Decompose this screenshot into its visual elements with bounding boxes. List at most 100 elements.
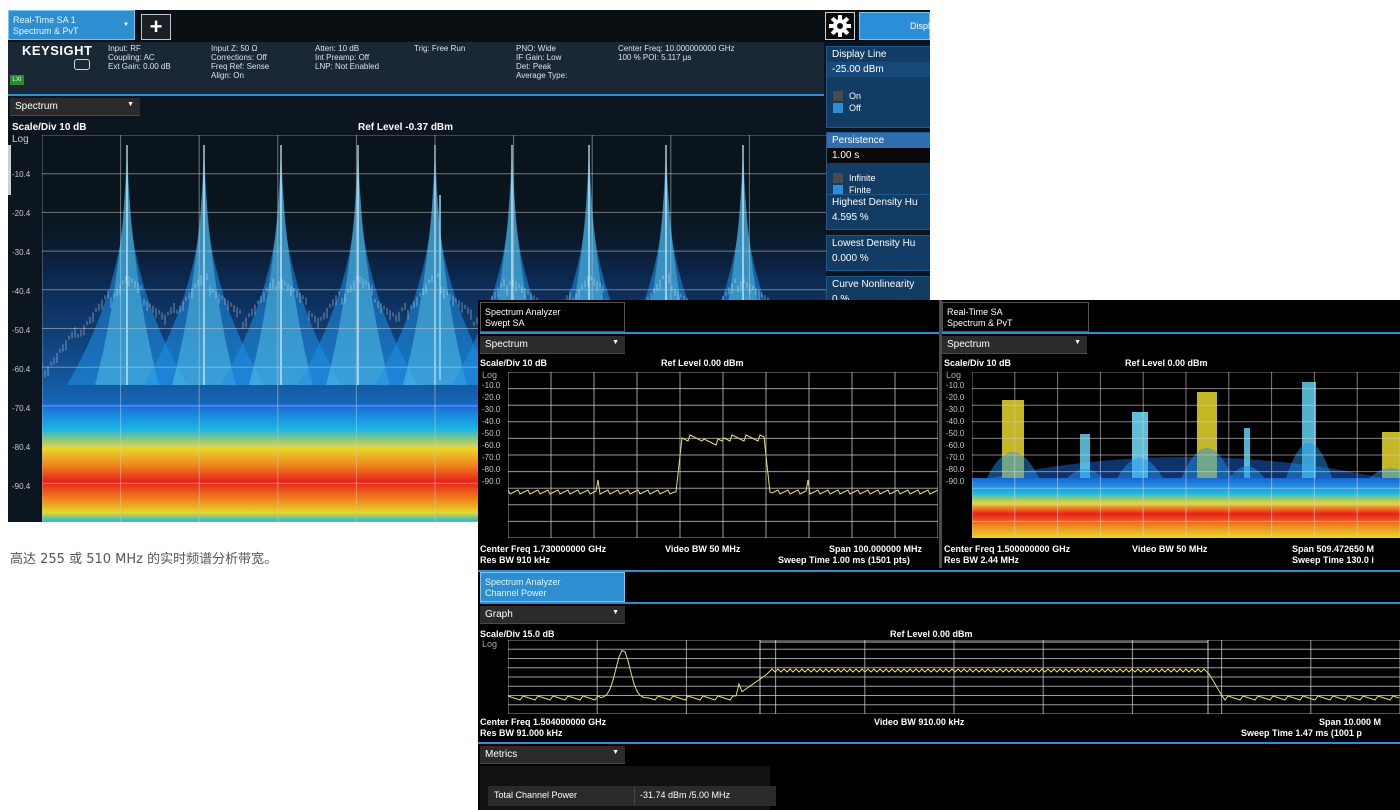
rt-y-tick: -20.0 xyxy=(946,393,965,402)
graph-view-selector[interactable]: Graph ▼ xyxy=(480,606,625,624)
swept-y-tick: -50.0 xyxy=(482,429,501,438)
chp-sweep-time: Sweep Time 1.47 ms (1001 p xyxy=(1241,728,1362,738)
swept-log: Log xyxy=(482,370,498,380)
total-channel-power-value: -31.74 dBm /5.00 MHz xyxy=(640,790,731,800)
lowest-density-value[interactable]: 0.000 % xyxy=(832,253,869,264)
metrics-table: Total Channel Power -31.74 dBm /5.00 MHz xyxy=(480,766,776,810)
rt-signal-skirt xyxy=(1284,443,1334,484)
metrics-selector-label: Metrics xyxy=(485,749,518,760)
rt-signal-skirt xyxy=(984,452,1042,484)
chp-span: Span 10.000 M xyxy=(1319,717,1382,727)
channel-power-plot[interactable] xyxy=(508,640,1400,714)
rt-y-tick: -30.0 xyxy=(946,405,965,414)
display-line-group[interactable]: Display Line -25.00 dBm On Off xyxy=(826,46,930,128)
pane-divider xyxy=(939,300,942,568)
log-scale-label: Log xyxy=(12,134,29,145)
swept-y-tick: -30.0 xyxy=(482,405,501,414)
swept-sa-tab[interactable]: Spectrum Analyzer Swept SA xyxy=(480,302,625,332)
side-panel-tab[interactable]: Displ xyxy=(859,12,930,40)
highest-density-group[interactable]: Highest Density Hu 4.595 % xyxy=(826,194,930,230)
swept-center-freq: Center Freq 1.730000000 GHz xyxy=(480,544,607,554)
display-line-label: Display Line xyxy=(832,49,887,60)
lowest-density-group[interactable]: Lowest Density Hu 0.000 % xyxy=(826,235,930,271)
swept-spectrum-plot[interactable] xyxy=(508,372,938,538)
side-panel-tab-label: Displ xyxy=(910,21,930,31)
rt-y-tick: -50.0 xyxy=(946,429,965,438)
curve-nonlinearity-label: Curve Nonlinearity xyxy=(832,279,915,290)
local-remote-icon[interactable] xyxy=(74,59,90,70)
display-line-value[interactable]: -25.00 dBm xyxy=(827,62,930,77)
highest-density-value[interactable]: 4.595 % xyxy=(832,212,869,223)
rt-view-selector[interactable]: Spectrum ▼ xyxy=(942,336,1087,354)
rt-sa-tab[interactable]: Real-Time SA Spectrum & PvT xyxy=(942,302,1089,332)
caption-text: 高达 255 或 510 MHz 的实时频谱分析带宽。 xyxy=(10,552,278,567)
persistence-finite-label: Finite xyxy=(849,185,872,195)
y-tick: -20.4 xyxy=(12,209,31,218)
secondary-analyzer-window: Spectrum Analyzer Swept SA Spectrum ▼ Sca… xyxy=(478,300,1400,810)
instrument-tab[interactable]: Real-Time SA 1 Spectrum & PvT ▼ xyxy=(8,10,135,40)
graph-view-label: Graph xyxy=(485,609,513,620)
info-col-center-freq: Center Freq: 10.000000000 GHz 100 % POI:… xyxy=(618,44,735,62)
dropdown-arrow-icon: ▼ xyxy=(612,339,619,346)
ref-level: Ref Level -0.37 dBm xyxy=(358,122,454,133)
settings-button[interactable] xyxy=(825,12,855,40)
metrics-divider xyxy=(478,742,1400,744)
keysight-logo: KEYSIGHT xyxy=(22,43,93,58)
lowest-density-label: Lowest Density Hu xyxy=(832,238,916,249)
rt-res-bw: Res BW 2.44 MHz xyxy=(944,555,1020,565)
dropdown-arrow-icon: ▼ xyxy=(612,749,619,756)
view-selector-label: Spectrum xyxy=(15,101,58,112)
rt-density-plot[interactable] xyxy=(972,372,1400,538)
y-tick: -90.4 xyxy=(12,482,31,491)
swept-y-tick: -70.0 xyxy=(482,453,501,462)
rt-ref: Ref Level 0.00 dBm xyxy=(1125,358,1208,368)
y-tick: -10.4 xyxy=(12,170,31,179)
rt-signal xyxy=(1080,434,1090,482)
rt-log: Log xyxy=(946,370,962,380)
view-selector[interactable]: Spectrum ▼ xyxy=(10,98,140,116)
tab-dropdown-icon: ▼ xyxy=(123,22,129,28)
swept-sa-tab-line1: Spectrum Analyzer xyxy=(485,307,561,317)
info-col-input: Input: RF Coupling: AC Ext Gain: 0.00 dB xyxy=(108,44,171,71)
rt-scale: Scale/Div 10 dB xyxy=(944,358,1012,368)
rt-video-bw: Video BW 50 MHz xyxy=(1132,544,1208,554)
rt-underline xyxy=(942,332,1400,334)
info-col-trigger: Trig: Free Run xyxy=(414,44,466,53)
curve-nonlinearity-value[interactable]: 0 % xyxy=(827,292,930,307)
persistence-value[interactable]: 1.00 s xyxy=(827,148,930,163)
display-line-off-radio[interactable] xyxy=(833,103,843,113)
rt-sweep-time: Sweep Time 130.0 i xyxy=(1292,555,1374,565)
plus-icon: + xyxy=(149,14,163,39)
swept-y-tick: -90.0 xyxy=(482,477,501,486)
persistence-finite-radio[interactable] xyxy=(833,185,843,195)
y-tick: -50.4 xyxy=(12,326,31,335)
display-line-on-radio[interactable] xyxy=(833,91,843,101)
y-tick: -70.4 xyxy=(12,404,31,413)
instrument-tab-line1: Real-Time SA 1 xyxy=(13,15,76,25)
metrics-selector[interactable]: Metrics ▼ xyxy=(480,746,625,764)
info-col-atten: Atten: 10 dB Int Preamp: Off LNP: Not En… xyxy=(315,44,380,71)
persistence-infinite-radio[interactable] xyxy=(833,173,843,183)
chp-scale: Scale/Div 15.0 dB xyxy=(480,629,555,639)
dropdown-arrow-icon: ▼ xyxy=(127,101,134,108)
chp-center-freq: Center Freq 1.504000000 GHz xyxy=(480,717,607,727)
y-tick: -80.4 xyxy=(12,443,31,452)
channel-power-tab[interactable]: Spectrum Analyzer Channel Power xyxy=(480,572,625,602)
chp-video-bw: Video BW 910.00 kHz xyxy=(874,717,965,727)
display-line-off-label: Off xyxy=(849,103,861,113)
rt-y-tick: -90.0 xyxy=(946,477,965,486)
metrics-row xyxy=(488,786,776,806)
rt-signal-skirt xyxy=(1114,458,1166,484)
swept-view-selector[interactable]: Spectrum ▼ xyxy=(480,336,625,354)
add-tab-button[interactable]: + xyxy=(141,14,171,40)
display-line-on-label: On xyxy=(849,91,862,101)
channel-power-tab-line1: Spectrum Analyzer xyxy=(485,577,561,587)
info-col-pno: PNO: Wide IF Gain: Low Det: Peak Average… xyxy=(516,44,568,80)
channel-power-tab-line2: Channel Power xyxy=(485,588,547,598)
persistence-label: Persistence xyxy=(827,133,930,148)
instrument-tab-line2: Spectrum & PvT xyxy=(13,26,79,36)
channel-power-underline xyxy=(480,602,1400,604)
highest-density-label: Highest Density Hu xyxy=(832,197,918,208)
chp-log: Log xyxy=(482,639,498,649)
rt-view-label: Spectrum xyxy=(947,339,990,350)
